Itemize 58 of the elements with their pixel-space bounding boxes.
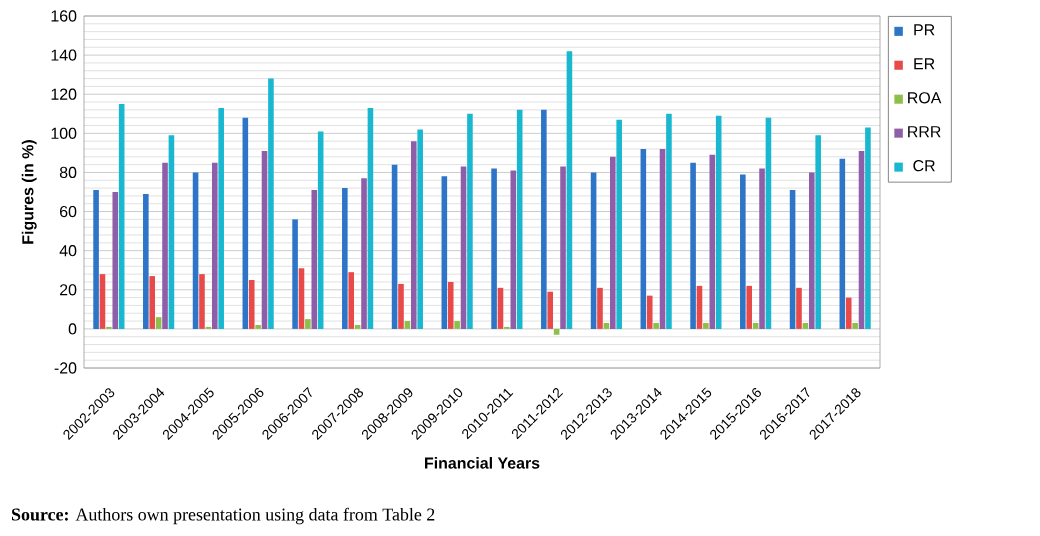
bar (317, 131, 324, 329)
bar (417, 129, 423, 329)
bar (467, 113, 473, 329)
bar (447, 281, 454, 329)
bar (311, 190, 318, 329)
bar (666, 113, 672, 329)
bar (690, 162, 696, 329)
bar (298, 268, 305, 329)
bar (155, 317, 162, 329)
bar (759, 168, 765, 329)
bar (199, 274, 205, 329)
bar (653, 323, 659, 329)
bar (143, 193, 149, 329)
bar (740, 174, 746, 329)
bar (292, 219, 298, 329)
bar (752, 323, 759, 329)
bar (560, 166, 566, 329)
bar (852, 323, 858, 329)
bar (305, 319, 311, 329)
bar (709, 154, 716, 329)
bar (510, 170, 517, 329)
bar (553, 328, 560, 335)
bar (646, 295, 653, 329)
bar (616, 119, 622, 329)
bar (248, 280, 255, 329)
bar (845, 297, 852, 329)
bar (491, 168, 497, 329)
bar (112, 192, 119, 329)
bar (93, 190, 99, 329)
bar (218, 107, 224, 329)
bar (802, 323, 809, 329)
bar (597, 287, 603, 329)
bar (149, 276, 156, 329)
bar (703, 323, 709, 329)
bar (815, 135, 821, 329)
bar (454, 321, 460, 329)
bar (398, 283, 404, 329)
bar (192, 172, 199, 329)
bar (268, 78, 274, 329)
bar (162, 162, 168, 329)
bar (590, 172, 597, 329)
bar (796, 287, 802, 329)
bar (865, 127, 871, 329)
bar (547, 291, 554, 329)
bar (348, 272, 355, 329)
bar (609, 156, 616, 329)
bar (603, 323, 610, 329)
bar (211, 162, 218, 329)
bar (342, 188, 348, 329)
bar (541, 109, 547, 329)
bar (404, 321, 411, 329)
bar (99, 274, 106, 329)
bar (361, 178, 367, 329)
bar (410, 141, 417, 329)
text: Source: Authors own presentation using data from Table 2 (12, 507, 435, 525)
bar (808, 172, 815, 329)
bar (441, 176, 448, 329)
bar (746, 285, 753, 329)
